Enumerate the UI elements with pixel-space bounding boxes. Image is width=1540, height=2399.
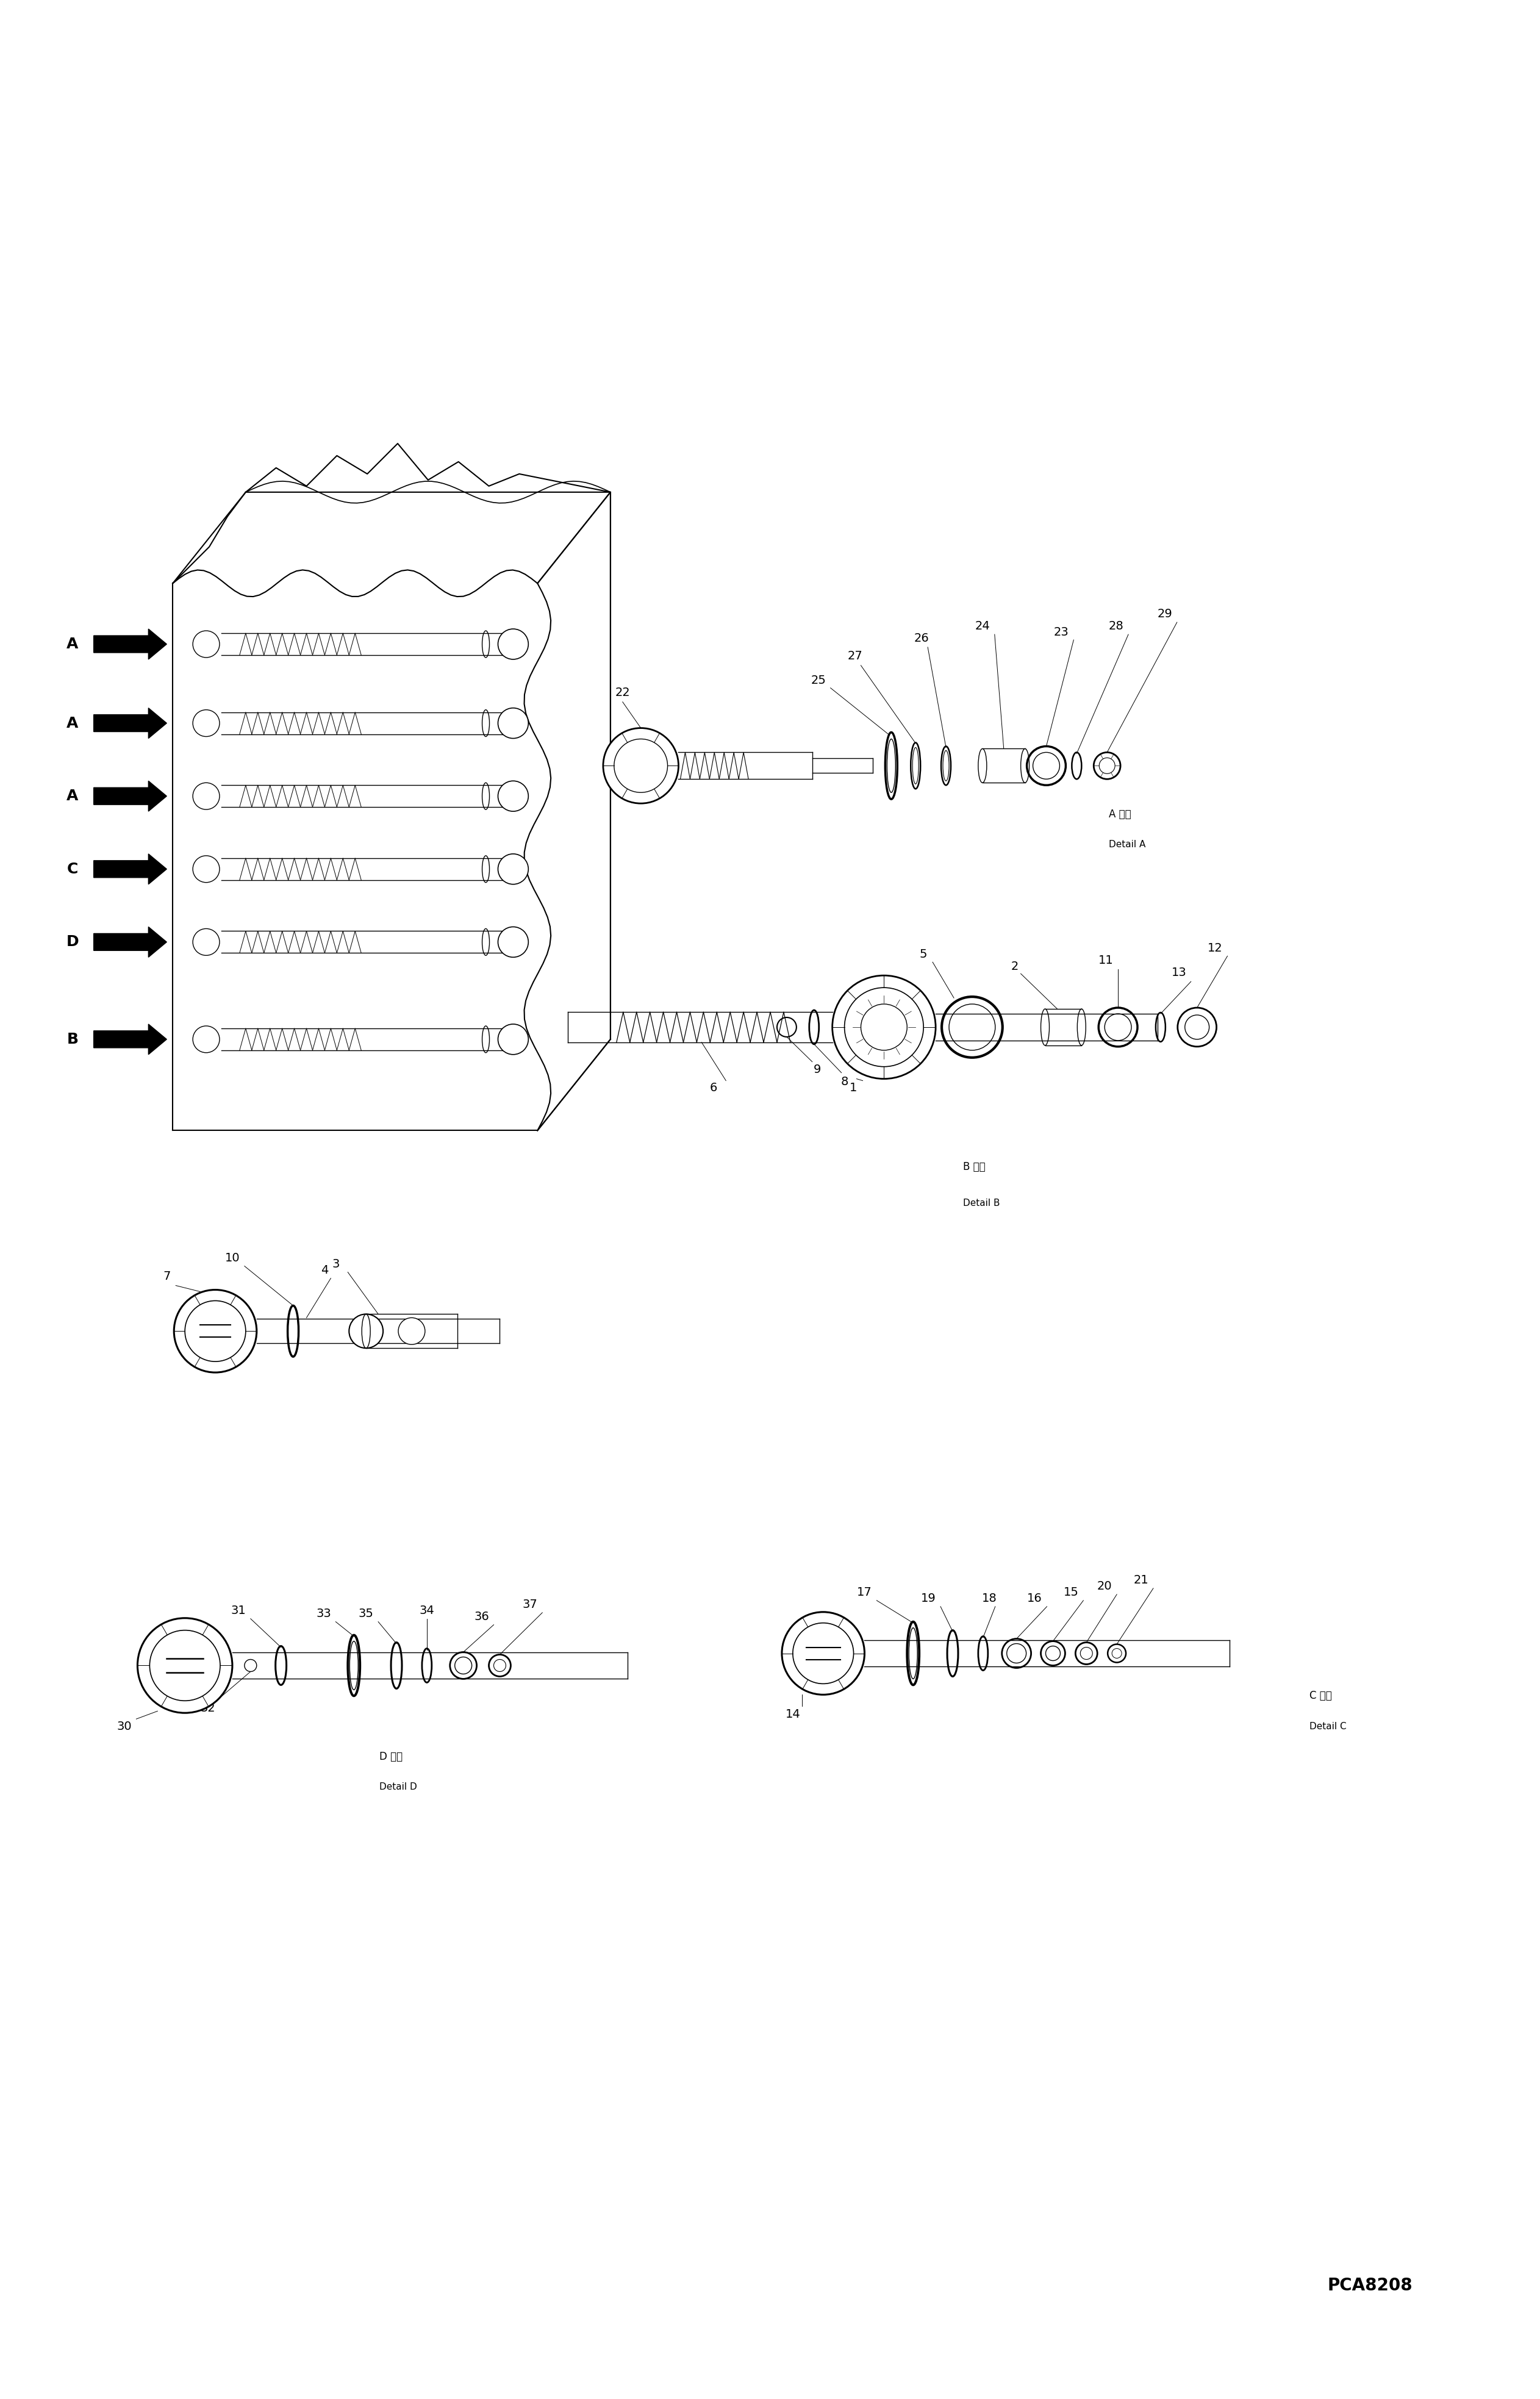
Text: 16: 16	[1027, 1593, 1043, 1605]
Circle shape	[1075, 1643, 1098, 1665]
FancyArrow shape	[94, 854, 166, 885]
Text: 14: 14	[785, 1708, 801, 1720]
Text: 34: 34	[419, 1605, 434, 1617]
Text: 19: 19	[921, 1593, 936, 1605]
Text: 22: 22	[614, 686, 630, 698]
Text: 20: 20	[1096, 1581, 1112, 1593]
Bar	[172, 583, 537, 1130]
Text: B: B	[66, 1032, 79, 1046]
Circle shape	[192, 782, 220, 808]
Text: 21: 21	[1133, 1574, 1149, 1586]
Circle shape	[497, 854, 528, 885]
Text: C: C	[66, 861, 79, 876]
Text: 25: 25	[810, 674, 825, 686]
Text: A: A	[66, 789, 79, 804]
Text: 15: 15	[1064, 1586, 1080, 1598]
Text: 30: 30	[117, 1720, 131, 1732]
Text: A: A	[66, 636, 79, 653]
Text: 32: 32	[200, 1703, 216, 1713]
Text: Detail B: Detail B	[962, 1200, 999, 1209]
Text: 3: 3	[333, 1259, 339, 1269]
Circle shape	[1107, 1643, 1126, 1663]
Circle shape	[192, 631, 220, 657]
Text: 31: 31	[231, 1605, 246, 1617]
Text: 24: 24	[975, 619, 990, 631]
Text: 1: 1	[850, 1082, 858, 1094]
Circle shape	[192, 856, 220, 883]
Text: 7: 7	[163, 1271, 171, 1281]
Text: 2: 2	[1010, 960, 1018, 972]
Text: 26: 26	[915, 633, 929, 643]
Text: 12: 12	[1207, 943, 1223, 955]
Text: 5: 5	[919, 948, 927, 960]
Circle shape	[604, 727, 679, 804]
Circle shape	[245, 1660, 257, 1672]
Text: 35: 35	[359, 1607, 374, 1619]
Circle shape	[497, 926, 528, 957]
Text: 6: 6	[710, 1082, 718, 1094]
Text: 23: 23	[1053, 626, 1069, 638]
FancyArrow shape	[94, 1024, 166, 1056]
Circle shape	[137, 1617, 233, 1713]
Text: 11: 11	[1098, 955, 1113, 967]
Text: 13: 13	[1172, 967, 1186, 979]
Text: 4: 4	[320, 1264, 328, 1276]
Text: 29: 29	[1157, 607, 1172, 619]
Text: Detail C: Detail C	[1309, 1722, 1346, 1730]
FancyArrow shape	[94, 629, 166, 660]
Circle shape	[497, 1024, 528, 1056]
Text: Detail A: Detail A	[1109, 840, 1146, 849]
Text: B 詳細: B 詳細	[962, 1161, 986, 1173]
FancyArrow shape	[94, 782, 166, 811]
Circle shape	[1093, 753, 1121, 780]
Circle shape	[497, 629, 528, 660]
Text: D 詳細: D 詳細	[379, 1751, 402, 1763]
Text: 37: 37	[522, 1598, 537, 1610]
Text: Detail D: Detail D	[379, 1782, 417, 1792]
Circle shape	[192, 1027, 220, 1053]
Text: C 詳細: C 詳細	[1309, 1691, 1332, 1701]
Text: 28: 28	[1109, 619, 1124, 631]
Text: A: A	[66, 715, 79, 729]
Text: 8: 8	[841, 1077, 849, 1087]
FancyArrow shape	[94, 926, 166, 957]
Text: A 詳細: A 詳細	[1109, 808, 1132, 820]
Text: 27: 27	[847, 650, 862, 662]
Circle shape	[497, 708, 528, 739]
Circle shape	[192, 710, 220, 736]
Circle shape	[497, 782, 528, 811]
Circle shape	[832, 976, 936, 1080]
Text: 33: 33	[316, 1607, 331, 1619]
Text: 36: 36	[474, 1612, 490, 1622]
Text: 9: 9	[813, 1063, 821, 1075]
Text: 10: 10	[225, 1252, 240, 1264]
Text: 18: 18	[981, 1593, 996, 1605]
Text: D: D	[66, 936, 79, 950]
Text: PCA8208: PCA8208	[1327, 2277, 1412, 2293]
Circle shape	[192, 928, 220, 955]
Circle shape	[174, 1291, 257, 1372]
Circle shape	[350, 1315, 383, 1348]
FancyArrow shape	[94, 708, 166, 739]
Circle shape	[782, 1612, 864, 1694]
Text: 17: 17	[856, 1586, 872, 1598]
Circle shape	[399, 1317, 425, 1343]
